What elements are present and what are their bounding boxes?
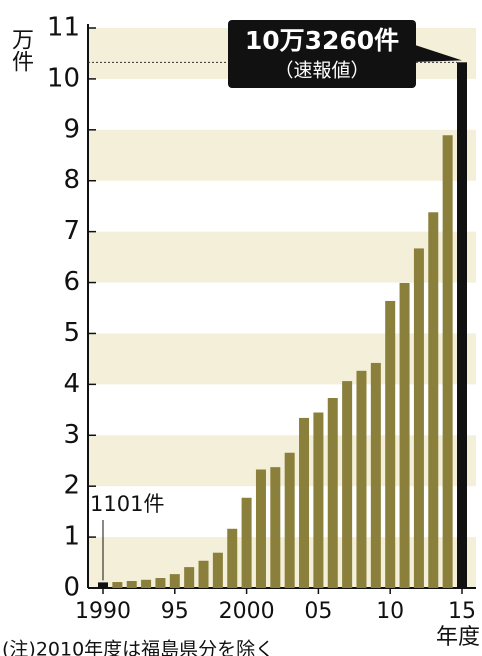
- bar: [299, 417, 310, 588]
- band: [88, 129, 476, 181]
- band: [88, 231, 476, 283]
- bar: [370, 362, 381, 588]
- y-tick-label: 3: [63, 420, 80, 450]
- value-label: 10万3260件: [245, 26, 399, 55]
- bar: [184, 567, 195, 588]
- value-label: 1101件: [90, 492, 164, 516]
- x-tick-label: 15: [448, 599, 476, 624]
- y-tick-label: 7: [63, 216, 80, 246]
- bar: [457, 62, 467, 588]
- callout-box: [228, 20, 416, 88]
- y-tick-label: 5: [63, 318, 80, 348]
- bar: [169, 574, 180, 588]
- bar: [255, 469, 266, 588]
- bar: [241, 497, 252, 588]
- bar: [399, 282, 410, 588]
- bar: [442, 135, 453, 588]
- band: [88, 333, 476, 385]
- bar: [385, 300, 396, 588]
- y-tick-label: 11: [47, 13, 80, 43]
- y-tick-label: 4: [63, 369, 80, 399]
- bar: [98, 582, 108, 588]
- bar: [126, 581, 137, 588]
- x-tick-label: 10: [376, 599, 404, 624]
- bar: [284, 452, 295, 588]
- callout-pointer: [412, 44, 462, 62]
- x-axis-label: 年度: [436, 625, 480, 650]
- bar: [112, 582, 123, 588]
- bar: [270, 467, 281, 588]
- y-tick-label: 1: [63, 522, 80, 552]
- bar: [155, 578, 166, 588]
- bar: [327, 397, 338, 588]
- bar: [212, 552, 223, 588]
- x-tick-label: 2000: [219, 599, 275, 624]
- y-tick-label: 9: [63, 114, 80, 144]
- bar: [428, 212, 439, 588]
- y-tick-label: 6: [63, 267, 80, 297]
- unit-label: 万件: [8, 28, 34, 72]
- note: (注)2010年度は福島県分を除く: [2, 639, 274, 656]
- bar: [313, 412, 324, 588]
- bar: [342, 381, 353, 588]
- x-tick-label: 1990: [75, 599, 131, 624]
- bar: [227, 528, 238, 588]
- y-tick-label: 8: [63, 165, 80, 195]
- y-tick-label: 2: [63, 471, 80, 501]
- x-tick-label: 05: [304, 599, 332, 624]
- y-tick-label: 10: [47, 63, 80, 93]
- band: [88, 435, 476, 487]
- bar: [356, 370, 367, 588]
- x-tick-label: 95: [161, 599, 189, 624]
- bar: [141, 579, 152, 588]
- band: [88, 537, 476, 588]
- y-tick-label: 0: [63, 573, 80, 603]
- bar: [198, 560, 209, 588]
- callout-sub: （速報値）: [274, 60, 369, 82]
- bar: [413, 248, 424, 588]
